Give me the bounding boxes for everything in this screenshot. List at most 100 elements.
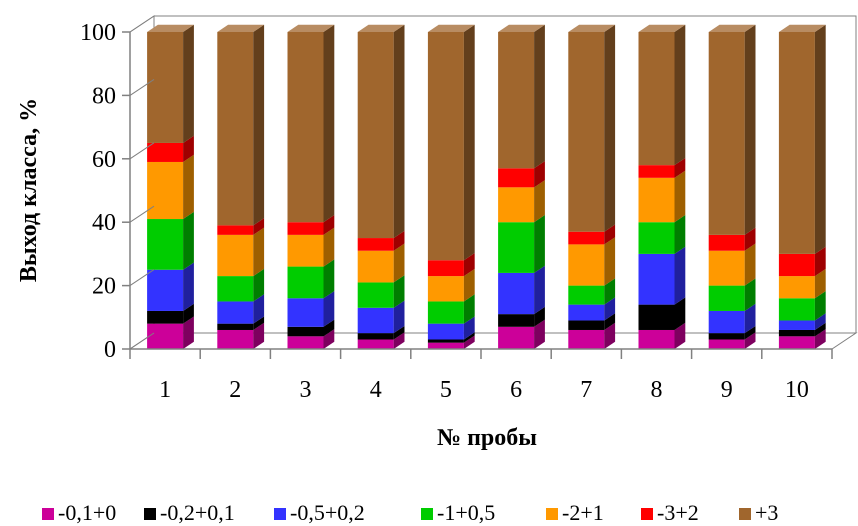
bar-top [778, 24, 826, 32]
bar-segment-side [814, 291, 826, 321]
bar-segment [778, 291, 826, 321]
y-tick-label: 0 [104, 337, 116, 363]
bar-segment [427, 24, 475, 261]
bar-segment-front [147, 161, 184, 220]
bar-segment-side [463, 332, 475, 343]
bar-segment-front [427, 342, 464, 349]
y-tick-depth [129, 15, 155, 33]
bar-top [638, 24, 686, 32]
bar-segment [217, 316, 265, 330]
bar-stack-10 [778, 24, 826, 349]
bar-segment-side [253, 322, 265, 349]
legend-item: -0,5+0,2 [274, 500, 365, 525]
bar-segment-front [638, 222, 675, 254]
bar-segment-front [217, 329, 254, 349]
bar-segment [217, 24, 265, 226]
bar-segment-front [708, 234, 745, 251]
bar-segment [287, 227, 335, 267]
legend-swatch [274, 508, 286, 520]
bar-segment-front [778, 329, 815, 337]
bar-segment [638, 246, 686, 305]
bar-segment-side [534, 161, 545, 188]
legend-swatch [421, 508, 433, 520]
bar-segment-front [498, 187, 535, 223]
bar-segment [357, 325, 405, 340]
legend-swatch [641, 508, 653, 520]
bar-segment-front [708, 310, 745, 334]
bar-segment [708, 303, 756, 334]
bar-segment-side [323, 259, 335, 299]
bar-stack-1 [147, 24, 194, 349]
back-wall [154, 15, 857, 333]
bar-segment [498, 319, 545, 349]
bar-segment [357, 230, 405, 251]
bar-segment-side [814, 268, 826, 299]
bar-top [287, 24, 335, 32]
y-tick-depth [129, 269, 155, 287]
legend: -0,1+0 -0,2+0,1 -0,5+0,2 -1+0,5 -2+1 -3+2 +3 [42, 500, 778, 525]
bar-segment [427, 294, 475, 324]
bar-segment-side [183, 154, 194, 220]
x-tick-label: 9 [721, 377, 733, 403]
bar-segment [287, 24, 335, 223]
bar-segment [708, 325, 756, 340]
bar-segment-front [427, 339, 464, 343]
y-tick-label: 60 [92, 147, 116, 173]
y-tick-label: 20 [92, 274, 116, 300]
bar-segment [217, 322, 265, 349]
bar-segment [708, 227, 756, 251]
bar-segment-front [427, 323, 464, 340]
bar-segment-front [357, 238, 394, 251]
bar-segment-side [393, 300, 405, 334]
bar-segment-side [814, 322, 826, 337]
bar-segment-front [287, 326, 324, 337]
y-axis-title: Выход класса, % [16, 98, 42, 282]
y-tick-label: 100 [80, 20, 116, 46]
legend-label: +3 [755, 500, 778, 525]
bar-segment-front [498, 272, 535, 315]
bar-segment [287, 215, 335, 235]
bar-segment-side [183, 316, 194, 349]
bar-segment [638, 170, 686, 223]
bar-segment-side [393, 230, 405, 251]
bar-segment [147, 211, 194, 270]
legend-label: -2+1 [562, 500, 604, 525]
bar-segment-side [323, 227, 335, 267]
bar-segment-front [357, 250, 394, 283]
bar-top [357, 24, 405, 32]
bar-segment-front [638, 32, 675, 166]
bar-segment-front [568, 329, 605, 349]
bar-segment-side [604, 24, 616, 232]
bar-segment [638, 322, 686, 349]
bar-segment [638, 157, 686, 178]
bar-segment-side [393, 325, 405, 340]
bar-segment-side [183, 262, 194, 311]
bar-segment [147, 24, 194, 143]
bar-segment-side [744, 24, 756, 235]
bar-segment-side [534, 306, 545, 327]
x-tick-label: 6 [510, 377, 522, 403]
legend-item: +3 [739, 500, 778, 525]
x-tick-labels: 1 2 3 4 5 6 7 8 9 10 [159, 377, 809, 403]
bar-segment [708, 332, 756, 349]
legend-label: -0,2+0,1 [160, 500, 235, 525]
bar-segment-side [674, 157, 686, 178]
bar-segment [147, 262, 194, 311]
bar-segment-side [393, 332, 405, 349]
bar-segment-front [287, 266, 324, 299]
bar-segment-side [744, 332, 756, 349]
bar-segment-front [708, 250, 745, 286]
bar-segment-front [357, 32, 394, 239]
bar-segment-side [604, 224, 616, 245]
bar-segment-front [638, 329, 675, 349]
bar-segment-front [568, 304, 605, 321]
bar-segment-side [463, 294, 475, 324]
bar-segment-front [217, 32, 254, 226]
y-tick-depth [129, 78, 155, 96]
bar-segment [217, 227, 265, 277]
bar-segment [638, 215, 686, 254]
legend-item: -0,2+0,1 [144, 500, 235, 525]
bar-segment-side [534, 215, 545, 273]
bar-segment-front [427, 276, 464, 302]
